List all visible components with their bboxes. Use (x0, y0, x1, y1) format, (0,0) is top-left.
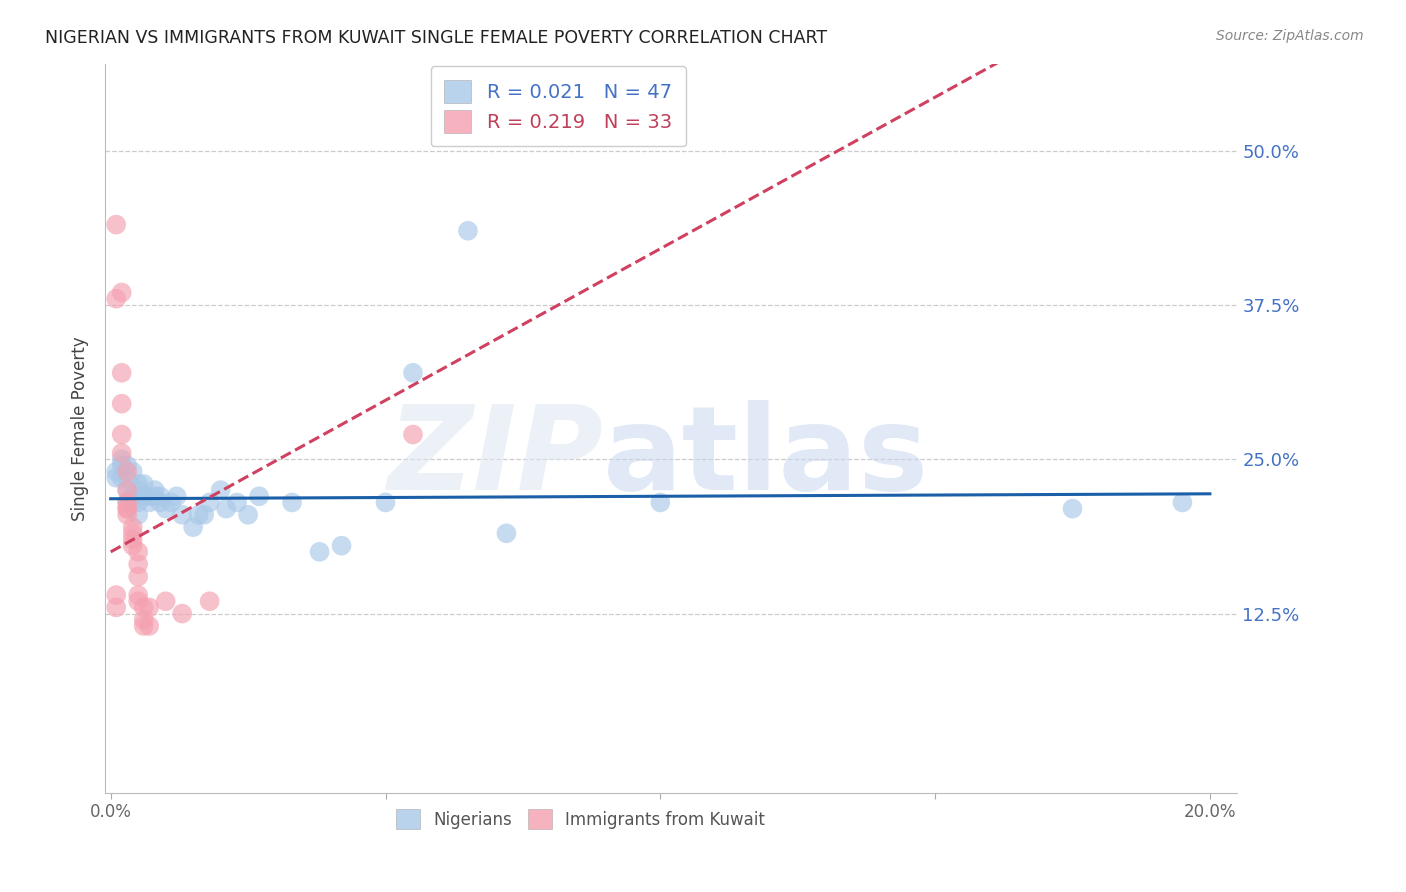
Point (115, 483, 138, 497)
Point (121, 495, 143, 509)
Point (115, 458, 138, 473)
Point (132, 600, 155, 615)
Point (132, 489, 155, 503)
Point (193, 508, 215, 522)
Point (127, 545, 149, 559)
Point (308, 545, 330, 559)
Text: Source: ZipAtlas.com: Source: ZipAtlas.com (1216, 29, 1364, 43)
Point (115, 465, 138, 479)
Point (115, 483, 138, 497)
Point (143, 483, 166, 497)
Text: NIGERIAN VS IMMIGRANTS FROM KUWAIT SINGLE FEMALE POVERTY CORRELATION CHART: NIGERIAN VS IMMIGRANTS FROM KUWAIT SINGL… (45, 29, 827, 46)
Text: atlas: atlas (603, 400, 929, 515)
Point (105, 292, 128, 306)
Point (111, 471, 134, 485)
Point (181, 520, 204, 534)
Point (105, 471, 128, 485)
Point (115, 471, 138, 485)
Point (111, 458, 134, 473)
Point (149, 495, 172, 509)
Point (111, 427, 134, 442)
Point (138, 619, 160, 633)
Point (127, 558, 149, 572)
Point (127, 508, 149, 522)
Point (127, 594, 149, 608)
Point (127, 477, 149, 491)
Point (121, 489, 143, 503)
Point (115, 501, 138, 516)
Point (121, 526, 143, 541)
Point (402, 427, 425, 442)
Point (121, 520, 143, 534)
Point (155, 594, 177, 608)
Point (209, 483, 232, 497)
Point (138, 495, 160, 509)
Point (1171, 495, 1194, 509)
Point (127, 588, 149, 602)
Point (105, 588, 128, 602)
Point (121, 533, 143, 547)
Point (247, 489, 270, 503)
Point (374, 495, 396, 509)
Point (127, 495, 149, 509)
Point (111, 446, 134, 460)
Point (111, 366, 134, 380)
Point (111, 285, 134, 300)
Point (457, 224, 479, 238)
Point (105, 465, 128, 479)
Point (143, 489, 166, 503)
Point (166, 489, 188, 503)
Point (127, 483, 149, 497)
Point (495, 526, 517, 541)
Point (132, 477, 155, 491)
Point (111, 397, 134, 411)
Point (105, 600, 128, 615)
Point (198, 495, 221, 509)
Y-axis label: Single Female Poverty: Single Female Poverty (72, 336, 89, 521)
Point (138, 489, 160, 503)
Point (172, 607, 194, 621)
Point (127, 569, 149, 583)
Point (111, 452, 134, 467)
Text: ZIP: ZIP (388, 400, 603, 515)
Point (650, 495, 672, 509)
Legend: Nigerians, Immigrants from Kuwait: Nigerians, Immigrants from Kuwait (389, 803, 772, 835)
Point (198, 594, 221, 608)
Point (138, 600, 160, 615)
Point (121, 539, 143, 553)
Point (236, 508, 259, 522)
Point (115, 501, 138, 516)
Point (115, 495, 138, 509)
Point (115, 508, 138, 522)
Point (402, 366, 425, 380)
Point (149, 489, 172, 503)
Point (115, 495, 138, 509)
Point (160, 495, 183, 509)
Point (281, 495, 304, 509)
Point (215, 501, 238, 516)
Point (1062, 501, 1084, 516)
Point (226, 495, 249, 509)
Point (155, 501, 177, 516)
Point (132, 613, 155, 627)
Point (330, 539, 353, 553)
Point (187, 508, 209, 522)
Point (172, 508, 194, 522)
Point (121, 465, 143, 479)
Point (105, 218, 128, 232)
Point (132, 619, 155, 633)
